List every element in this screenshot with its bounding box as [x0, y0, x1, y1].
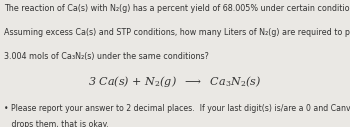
Text: 3 Ca(s) + N$_2$(g)  $\longrightarrow$  Ca$_3$N$_2$(s): 3 Ca(s) + N$_2$(g) $\longrightarrow$ Ca$…	[89, 74, 261, 89]
Text: drops them, that is okay.: drops them, that is okay.	[4, 120, 109, 127]
Text: Assuming excess Ca(s) and STP conditions, how many Liters of N₂(g) are required : Assuming excess Ca(s) and STP conditions…	[4, 28, 350, 37]
Text: • Please report your answer to 2 decimal places.  If your last digit(s) is/are a: • Please report your answer to 2 decimal…	[4, 104, 350, 113]
Text: The reaction of Ca(s) with N₂(g) has a percent yield of 68.005% under certain co: The reaction of Ca(s) with N₂(g) has a p…	[4, 4, 350, 13]
Text: 3.004 mols of Ca₃N₂(s) under the same conditions?: 3.004 mols of Ca₃N₂(s) under the same co…	[4, 52, 209, 61]
